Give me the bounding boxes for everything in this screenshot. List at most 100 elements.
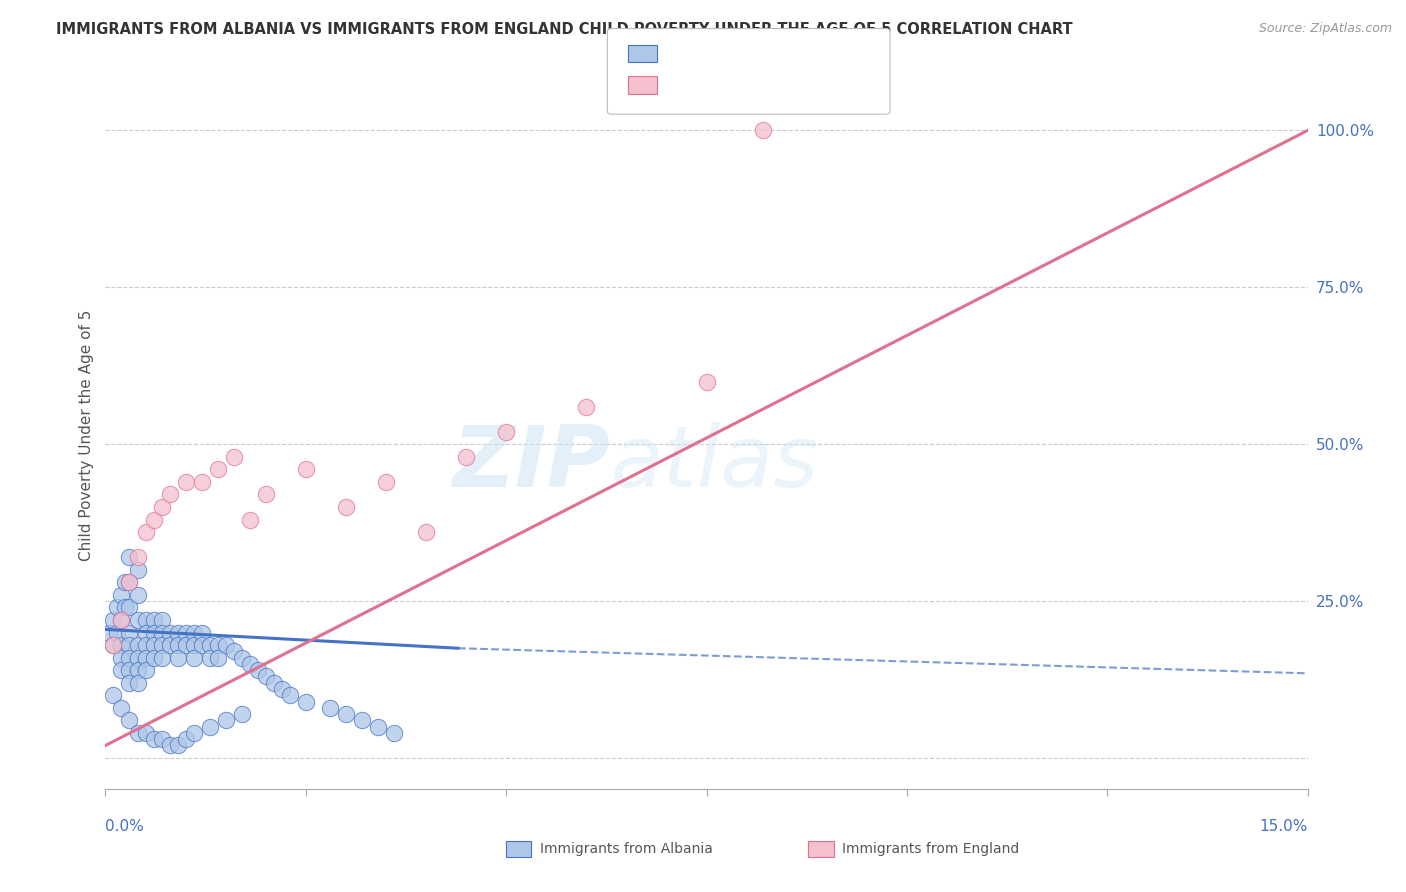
Point (110, 588, 132, 602)
Point (254, 669, 277, 683)
Point (110, 650, 132, 665)
Point (127, 550, 149, 565)
Point (374, 475, 398, 489)
Point (103, 638, 125, 652)
Point (127, 663, 149, 677)
Point (198, 650, 221, 665)
Point (295, 462, 318, 476)
Point (135, 625, 157, 640)
Point (127, 726, 149, 740)
Point (222, 450, 245, 464)
Text: ZIP: ZIP (453, 422, 610, 505)
Point (142, 732, 165, 747)
Point (107, 625, 129, 640)
Point (231, 707, 253, 722)
Point (198, 638, 221, 652)
Point (159, 625, 181, 640)
Point (207, 650, 229, 665)
Point (150, 638, 173, 652)
Point (142, 512, 165, 526)
Point (190, 475, 212, 489)
Point (103, 613, 125, 627)
Point (278, 688, 301, 702)
Y-axis label: Child Poverty Under the Age of 5: Child Poverty Under the Age of 5 (79, 310, 94, 560)
Point (110, 701, 132, 715)
Point (190, 625, 212, 640)
Point (174, 732, 197, 747)
Point (135, 525, 157, 540)
Point (231, 650, 253, 665)
Point (150, 613, 173, 627)
Text: Immigrants from England: Immigrants from England (842, 842, 1019, 856)
Point (127, 613, 149, 627)
Text: IMMIGRANTS FROM ALBANIA VS IMMIGRANTS FROM ENGLAND CHILD POVERTY UNDER THE AGE O: IMMIGRANTS FROM ALBANIA VS IMMIGRANTS FR… (56, 22, 1073, 37)
Point (107, 600, 129, 615)
Point (118, 638, 141, 652)
Point (103, 638, 125, 652)
Point (190, 638, 212, 652)
Point (118, 650, 141, 665)
Point (319, 701, 342, 715)
Point (367, 720, 389, 734)
Point (118, 625, 141, 640)
Point (415, 525, 437, 540)
Point (239, 512, 262, 526)
Point (150, 500, 173, 514)
Point (166, 739, 188, 753)
Point (751, 123, 773, 137)
Point (207, 638, 229, 652)
Point (174, 625, 197, 640)
Text: N =: N = (763, 46, 797, 61)
Point (127, 675, 149, 690)
Point (127, 638, 149, 652)
Point (575, 400, 598, 414)
Point (135, 663, 157, 677)
Point (183, 638, 205, 652)
Point (166, 625, 188, 640)
Point (183, 625, 205, 640)
Point (382, 726, 405, 740)
Point (150, 650, 173, 665)
Point (350, 714, 373, 728)
Text: N =: N = (763, 78, 797, 92)
Point (166, 650, 188, 665)
Point (174, 638, 197, 652)
Point (159, 638, 181, 652)
Point (335, 707, 357, 722)
Text: -0.127: -0.127 (699, 46, 754, 61)
Point (118, 714, 141, 728)
Point (495, 425, 517, 439)
Point (127, 650, 149, 665)
Point (454, 450, 477, 464)
Point (118, 663, 141, 677)
Point (246, 663, 269, 677)
Point (696, 375, 718, 389)
Point (198, 720, 221, 734)
Text: 0.0%: 0.0% (105, 820, 145, 834)
Point (207, 462, 229, 476)
Text: 0.686: 0.686 (699, 78, 747, 92)
Point (183, 726, 205, 740)
Text: R =: R = (668, 46, 702, 61)
Point (239, 657, 262, 671)
Point (335, 500, 357, 514)
Point (110, 663, 132, 677)
Point (295, 695, 318, 709)
Point (118, 575, 141, 590)
Point (254, 487, 277, 501)
Point (135, 726, 157, 740)
Point (103, 688, 125, 702)
Point (114, 600, 136, 615)
Point (142, 613, 165, 627)
Point (150, 625, 173, 640)
Text: atlas: atlas (610, 422, 818, 505)
Point (166, 638, 188, 652)
Point (118, 600, 141, 615)
Point (110, 613, 132, 627)
Point (159, 487, 181, 501)
Point (118, 575, 141, 590)
Point (135, 650, 157, 665)
Point (135, 638, 157, 652)
Point (127, 563, 149, 577)
Point (118, 550, 141, 565)
